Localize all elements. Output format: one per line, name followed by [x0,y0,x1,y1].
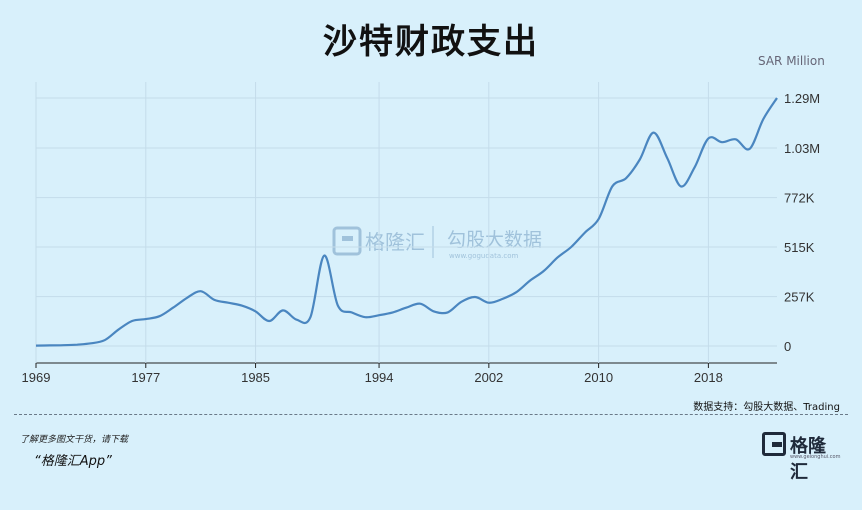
logo-icon [762,432,786,456]
y-tick-label: 1.29M [784,91,820,106]
series-line [35,97,778,347]
source-note: 数据支持：勾股大数据、Trading [693,402,840,413]
y-tick-label: 772K [784,191,815,206]
x-tick-label: 2018 [694,370,723,385]
logo-url: www.gelonghui.com [790,454,841,460]
watermark-logo-text: 格隆汇 [365,230,425,254]
brand-logo: 格隆汇 www.gelonghui.com [762,432,842,483]
watermark: 格隆汇 勾股大数据 www.gogudata.com [332,226,542,260]
y-tick-label: 257K [784,290,815,305]
app-name: “格隆汇App” [34,454,112,469]
watermark-text: 勾股大数据 [447,229,542,251]
footer-divider [14,414,848,415]
y-tick-label: 1.03M [784,141,820,156]
watermark-url: www.gogudata.com [449,252,518,260]
logo-text: 格隆汇 [790,436,826,483]
y-tick-label: 515K [784,240,815,255]
x-tick-label: 1969 [22,370,51,385]
y-tick-label: 0 [784,339,791,354]
x-tick-label: 1985 [241,370,270,385]
line-chart: 格隆汇 勾股大数据 www.gogudata.com 0 257K 515K 772K… [22,82,820,385]
x-tick-label: 2010 [584,370,613,385]
page-title: 沙特财政支出 [323,22,539,62]
x-tick-label: 1994 [365,370,394,385]
x-tick-label: 2002 [474,370,503,385]
unit-label: SAR Million [758,54,825,68]
x-tick-label: 1977 [131,370,160,385]
download-cta: 了解更多图文干货，请下载 [20,435,129,445]
